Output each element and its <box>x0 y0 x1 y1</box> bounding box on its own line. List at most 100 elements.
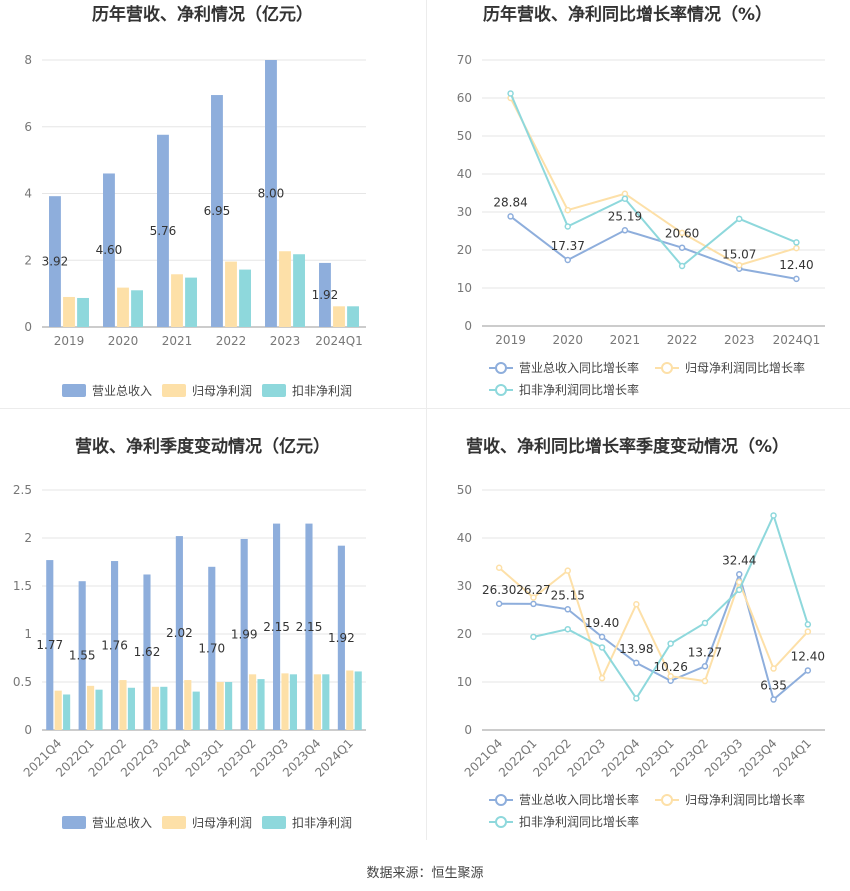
bar-0 <box>265 60 277 327</box>
x-tick-label: 2022 <box>216 334 247 348</box>
x-tick-label: 2023 <box>724 333 755 347</box>
series-point-2 <box>667 640 674 647</box>
bar-0 <box>143 574 151 730</box>
y-tick-label: 30 <box>457 205 472 219</box>
y-tick-label: 1.5 <box>13 579 32 593</box>
series-line-0 <box>509 215 797 280</box>
bar-data-label: 2.15 <box>296 620 323 634</box>
series-point-0 <box>633 659 640 667</box>
series-point-2 <box>564 223 571 230</box>
series-point-1 <box>598 674 606 682</box>
series-point-0 <box>804 667 812 674</box>
bar-data-label: 1.76 <box>101 639 128 653</box>
x-tick-label: 2021 <box>610 333 641 347</box>
line-data-label: 20.60 <box>665 227 699 241</box>
bar-2 <box>63 694 71 730</box>
series-point-0 <box>564 606 571 613</box>
y-tick-label: 8 <box>24 53 32 67</box>
bar-data-label: 1.92 <box>312 288 339 302</box>
series-point-1 <box>701 677 709 685</box>
annual-revenue-profit-chart: 历年营收、净利情况（亿元） 0 2 4 6 8 2019 2020 2021 2022 2023 20… <box>24 4 366 398</box>
x-tick-label: 2021 <box>162 334 193 348</box>
bar-2 <box>127 687 135 730</box>
bar-1 <box>216 682 224 730</box>
line-data-label: 17.37 <box>551 239 585 253</box>
bar-1 <box>313 674 321 730</box>
series-point-1 <box>564 206 571 214</box>
legend-label: 归母净利润同比增长率 <box>685 360 805 375</box>
bar-2 <box>185 277 197 327</box>
series-point-0 <box>495 600 503 608</box>
y-tick-label: 40 <box>457 167 472 181</box>
series-point-0 <box>530 600 537 608</box>
bar-0 <box>157 134 169 327</box>
bar-1 <box>333 306 345 327</box>
y-tick-label: 10 <box>457 281 472 295</box>
y-tick-label: 2.5 <box>13 483 32 497</box>
series-point-1 <box>633 600 640 608</box>
bar-1 <box>184 680 192 730</box>
bar-2 <box>239 269 251 327</box>
bar-2 <box>257 679 265 730</box>
bar-0 <box>78 581 86 730</box>
bar-data-label: 8.00 <box>258 187 285 201</box>
series-point-0 <box>507 213 514 220</box>
bar-1 <box>119 680 127 730</box>
bar-0 <box>175 536 183 730</box>
y-tick-label: 50 <box>457 129 472 143</box>
y-tick-label: 70 <box>457 53 472 67</box>
horizontal-divider <box>0 408 850 409</box>
legend-label: 营业总收入同比增长率 <box>519 792 639 807</box>
vertical-divider <box>426 0 427 840</box>
bar-1 <box>151 686 159 730</box>
legend-swatch <box>162 384 186 397</box>
series-point-2 <box>633 695 640 702</box>
bar-data-label: 2.02 <box>166 626 193 640</box>
bar-data-label: 1.70 <box>198 641 225 655</box>
chart-title: 历年营收、净利情况（亿元） <box>92 4 313 25</box>
line-data-label: 26.27 <box>516 583 550 597</box>
series-point-1 <box>495 564 503 572</box>
legend-label: 归母净利润 <box>192 816 252 830</box>
legend-swatch-marker <box>495 816 507 828</box>
bar-0 <box>103 173 115 327</box>
legend-swatch-marker <box>661 794 673 806</box>
y-tick-label: 1 <box>24 627 32 641</box>
bar-0 <box>49 196 61 327</box>
legend-label: 营业总收入 <box>92 816 152 830</box>
y-tick-label: 0 <box>24 723 32 737</box>
bar-data-label: 2.15 <box>263 620 290 634</box>
legend-swatch-marker <box>661 362 673 374</box>
bar-2 <box>347 306 359 327</box>
bar-0 <box>305 523 313 730</box>
series-point-1 <box>564 567 571 574</box>
series-point-1 <box>804 628 812 635</box>
series-point-1 <box>736 261 743 269</box>
series-point-1 <box>678 229 686 237</box>
series-point-0 <box>598 633 606 641</box>
series-point-2 <box>530 633 537 641</box>
series-point-0 <box>678 244 686 251</box>
bar-2 <box>322 674 330 730</box>
bar-data-label: 4.60 <box>96 243 123 257</box>
series-point-2 <box>804 621 812 628</box>
legend-swatch <box>62 384 86 397</box>
series-point-1 <box>667 672 674 680</box>
line-data-label: 15.07 <box>722 248 756 262</box>
bar-2 <box>160 686 168 730</box>
legend-label: 扣非净利润 <box>292 816 352 830</box>
bar-0 <box>111 561 119 730</box>
series-point-2 <box>678 262 686 270</box>
data-source: 数据来源：恒生聚源 <box>366 866 484 881</box>
series-point-2 <box>701 619 709 627</box>
chart-title: 营收、净利同比增长率季度变动情况（%） <box>466 436 789 457</box>
legend-label: 扣非净利润同比增长率 <box>519 382 639 397</box>
line-data-label: 13.98 <box>619 642 653 656</box>
y-tick-label: 20 <box>457 243 472 257</box>
legend-swatch <box>262 384 286 397</box>
bar-2 <box>192 691 200 730</box>
x-tick-label: 2022 <box>667 333 698 347</box>
series-point-0 <box>701 663 709 670</box>
bar-0 <box>46 560 54 730</box>
legend-swatch <box>62 816 86 829</box>
